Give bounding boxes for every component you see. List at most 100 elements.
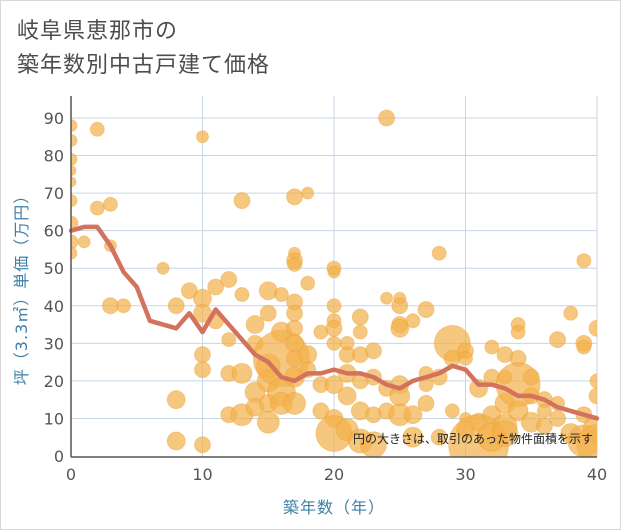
- data-point: [220, 270, 238, 288]
- data-point: [233, 192, 251, 210]
- y-tick-label: 0: [54, 447, 64, 466]
- data-point: [510, 324, 526, 340]
- chart-title-line1: 岐阜県恵那市の: [17, 19, 179, 44]
- data-point: [286, 304, 304, 322]
- data-point: [71, 176, 77, 188]
- data-point: [194, 346, 211, 364]
- data-point: [207, 278, 225, 296]
- data-point: [273, 287, 289, 303]
- data-point: [390, 318, 410, 338]
- data-point: [326, 298, 342, 314]
- y-axis-label: 坪（3.3㎡）単価（万円）: [12, 187, 31, 385]
- x-tick-labels: 0 10 20 30 40: [66, 465, 607, 484]
- data-point: [245, 315, 265, 335]
- data-point: [101, 297, 119, 315]
- data-point: [194, 361, 211, 379]
- data-point: [71, 119, 78, 133]
- data-point: [431, 245, 447, 261]
- data-point: [326, 335, 342, 351]
- data-point: [116, 298, 132, 314]
- data-point: [491, 419, 519, 447]
- data-point: [576, 253, 592, 269]
- data-point: [325, 319, 343, 337]
- data-point: [287, 256, 303, 272]
- data-point: [156, 261, 170, 275]
- data-point: [588, 387, 597, 405]
- data-point: [327, 265, 341, 279]
- y-tick-label: 50: [44, 259, 64, 278]
- data-point: [194, 436, 211, 454]
- data-point: [352, 324, 368, 340]
- data-point: [312, 402, 330, 420]
- data-point: [283, 391, 307, 415]
- data-point: [378, 109, 396, 127]
- data-point: [298, 345, 318, 365]
- x-tick-label: 40: [587, 465, 607, 484]
- data-point: [417, 301, 435, 319]
- y-tick-label: 90: [44, 109, 64, 128]
- data-point: [89, 200, 105, 216]
- y-tick-label: 70: [44, 184, 64, 203]
- data-point: [71, 134, 78, 148]
- data-point: [444, 403, 460, 419]
- y-tick-labels: 0 10 20 30 40 50 60 70 80 90: [44, 109, 64, 466]
- data-point: [576, 424, 597, 457]
- data-point: [89, 121, 105, 137]
- data-point: [589, 373, 597, 389]
- data-point: [576, 339, 592, 355]
- data-point: [71, 165, 77, 177]
- y-tick-label: 10: [44, 409, 64, 428]
- y-tick-label: 40: [44, 297, 64, 316]
- data-point: [180, 282, 198, 300]
- trend-line: [68, 224, 600, 421]
- data-point: [337, 386, 357, 406]
- data-point: [417, 394, 435, 412]
- data-point: [391, 297, 409, 315]
- data-point: [286, 188, 304, 206]
- data-point: [522, 368, 540, 386]
- data-point: [167, 297, 185, 315]
- data-point: [405, 313, 421, 329]
- data-point: [458, 350, 473, 366]
- data-point: [196, 130, 209, 144]
- y-tick-label: 20: [44, 372, 64, 391]
- data-point: [259, 304, 277, 322]
- data-point: [549, 331, 567, 349]
- data-point: [71, 215, 79, 231]
- data-point: [402, 426, 424, 448]
- bubble-size-note: 円の大きさは、取引のあった物件面積を示す: [353, 431, 593, 446]
- data-point: [77, 235, 91, 249]
- y-tick-label: 80: [44, 147, 64, 166]
- bubble-layer: [71, 109, 597, 457]
- data-point: [588, 319, 597, 337]
- data-point: [359, 431, 387, 457]
- axes: [70, 96, 597, 458]
- data-point: [221, 332, 237, 348]
- x-axis-label: 築年数（年）: [283, 498, 385, 517]
- data-point: [301, 186, 315, 200]
- data-point: [71, 152, 78, 166]
- x-tick-label: 0: [66, 465, 76, 484]
- data-point: [71, 246, 78, 260]
- data-point: [71, 234, 79, 250]
- x-tick-label: 30: [455, 465, 475, 484]
- y-tick-label: 30: [44, 334, 64, 353]
- data-point: [231, 362, 253, 384]
- chart-title-line2: 築年数別中古戸建て価格: [17, 53, 271, 78]
- data-point: [403, 405, 423, 425]
- data-point: [256, 410, 280, 434]
- data-point: [430, 428, 448, 446]
- data-point: [234, 287, 250, 303]
- data-point: [380, 291, 394, 305]
- trend-layer: [68, 224, 600, 421]
- x-tick-label: 10: [192, 465, 212, 484]
- data-point: [324, 375, 344, 395]
- data-point: [364, 342, 382, 360]
- chart-title: 岐阜県恵那市の 築年数別中古戸建て価格: [17, 15, 270, 83]
- y-tick-label: 60: [44, 222, 64, 241]
- data-point: [507, 400, 529, 422]
- data-point: [102, 196, 118, 212]
- data-point: [484, 339, 500, 355]
